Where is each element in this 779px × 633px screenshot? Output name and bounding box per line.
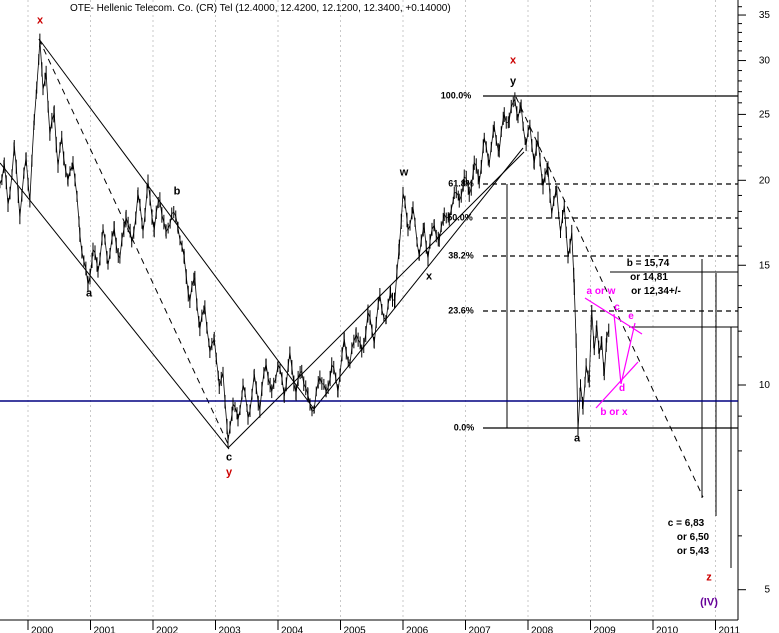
wave-d-magenta: d <box>618 383 626 394</box>
wave-b-2002: b <box>173 185 181 198</box>
x-axis-label-2004: 2004 <box>281 626 304 633</box>
target-c-alt1: or 6,50 <box>676 532 710 543</box>
x-axis-label-2007: 2007 <box>469 626 492 633</box>
rising-trendline-2004 <box>313 147 524 410</box>
dashed-trendline-2007-projection <box>515 96 704 498</box>
y-axis-label-25: 25 <box>759 109 771 120</box>
wave-c-magenta: c <box>614 302 620 313</box>
fib-label-382: 38.2% <box>448 250 474 261</box>
y-axis-label-35: 35 <box>759 10 771 21</box>
x-axis-label-2008: 2008 <box>531 626 554 633</box>
x-axis-label-2005: 2005 <box>344 626 367 633</box>
wave-w-2006: w <box>399 166 409 179</box>
channel-lower-2000-2003 <box>0 162 230 450</box>
target-b: b = 15,74 <box>626 258 670 269</box>
y-axis-label-15: 15 <box>759 260 771 271</box>
triangle-sketch-line <box>584 297 643 335</box>
wave-x-2007-top: x <box>509 54 517 67</box>
wave-x-2006: x <box>425 270 433 283</box>
wave-a-or-w: a or w <box>586 286 616 297</box>
target-b-alt2: or 12,34+/- <box>631 286 681 297</box>
x-axis-label-2010: 2010 <box>656 626 679 633</box>
wave-z-projection: z <box>706 571 712 584</box>
x-axis-label-2001: 2001 <box>94 626 117 633</box>
wave-a-2009-low: a <box>573 432 581 445</box>
price-line <box>0 40 610 442</box>
y-axis-label-5: 5 <box>764 585 770 596</box>
triangle-sketch-line <box>613 313 622 385</box>
triangle-sketch-line <box>595 361 639 409</box>
wave-y-2007-top: y <box>509 75 517 88</box>
wave-e-magenta: e <box>628 311 634 322</box>
fib-label-500: 50.0% <box>447 212 473 223</box>
fib-label-0: 0.0% <box>453 422 475 433</box>
wave-y-2003: y <box>225 466 233 479</box>
target-c: c = 6,83 <box>667 518 705 529</box>
wave-IV-projection: (IV) <box>700 596 718 609</box>
y-axis-label-30: 30 <box>759 56 771 67</box>
x-axis-label-2000: 2000 <box>31 626 54 633</box>
fib-label-618: 61.8% <box>448 178 474 189</box>
x-axis-label-2002: 2002 <box>156 626 179 633</box>
chart-title: OTE- Hellenic Telecom. Co. (CR) Tel (12.… <box>70 3 451 14</box>
triangle-sketch-line <box>620 322 636 385</box>
wave-c-2003: c <box>225 451 233 464</box>
x-axis-label-2006: 2006 <box>406 626 429 633</box>
dashed-trendline-2000-2003 <box>38 38 229 445</box>
x-axis-label-2011: 2011 <box>719 626 741 633</box>
channel-upper-2000-2004 <box>38 38 315 410</box>
fib-label-236: 23.6% <box>448 305 474 316</box>
y-axis-label-10: 10 <box>759 380 771 391</box>
wave-a-2001: a <box>85 287 93 300</box>
y-axis-label-20: 20 <box>759 175 771 186</box>
wave-b-or-x: b or x <box>600 407 628 418</box>
wave-x-2000-top: x <box>36 14 44 27</box>
target-c-alt2: or 5,43 <box>676 546 710 557</box>
x-axis-label-2009: 2009 <box>594 626 617 633</box>
x-axis-label-2003: 2003 <box>219 626 242 633</box>
rising-trendline-2003 <box>227 151 525 449</box>
fib-label-100: 100.0% <box>440 90 472 101</box>
target-b-alt1: or 14,81 <box>630 272 668 283</box>
